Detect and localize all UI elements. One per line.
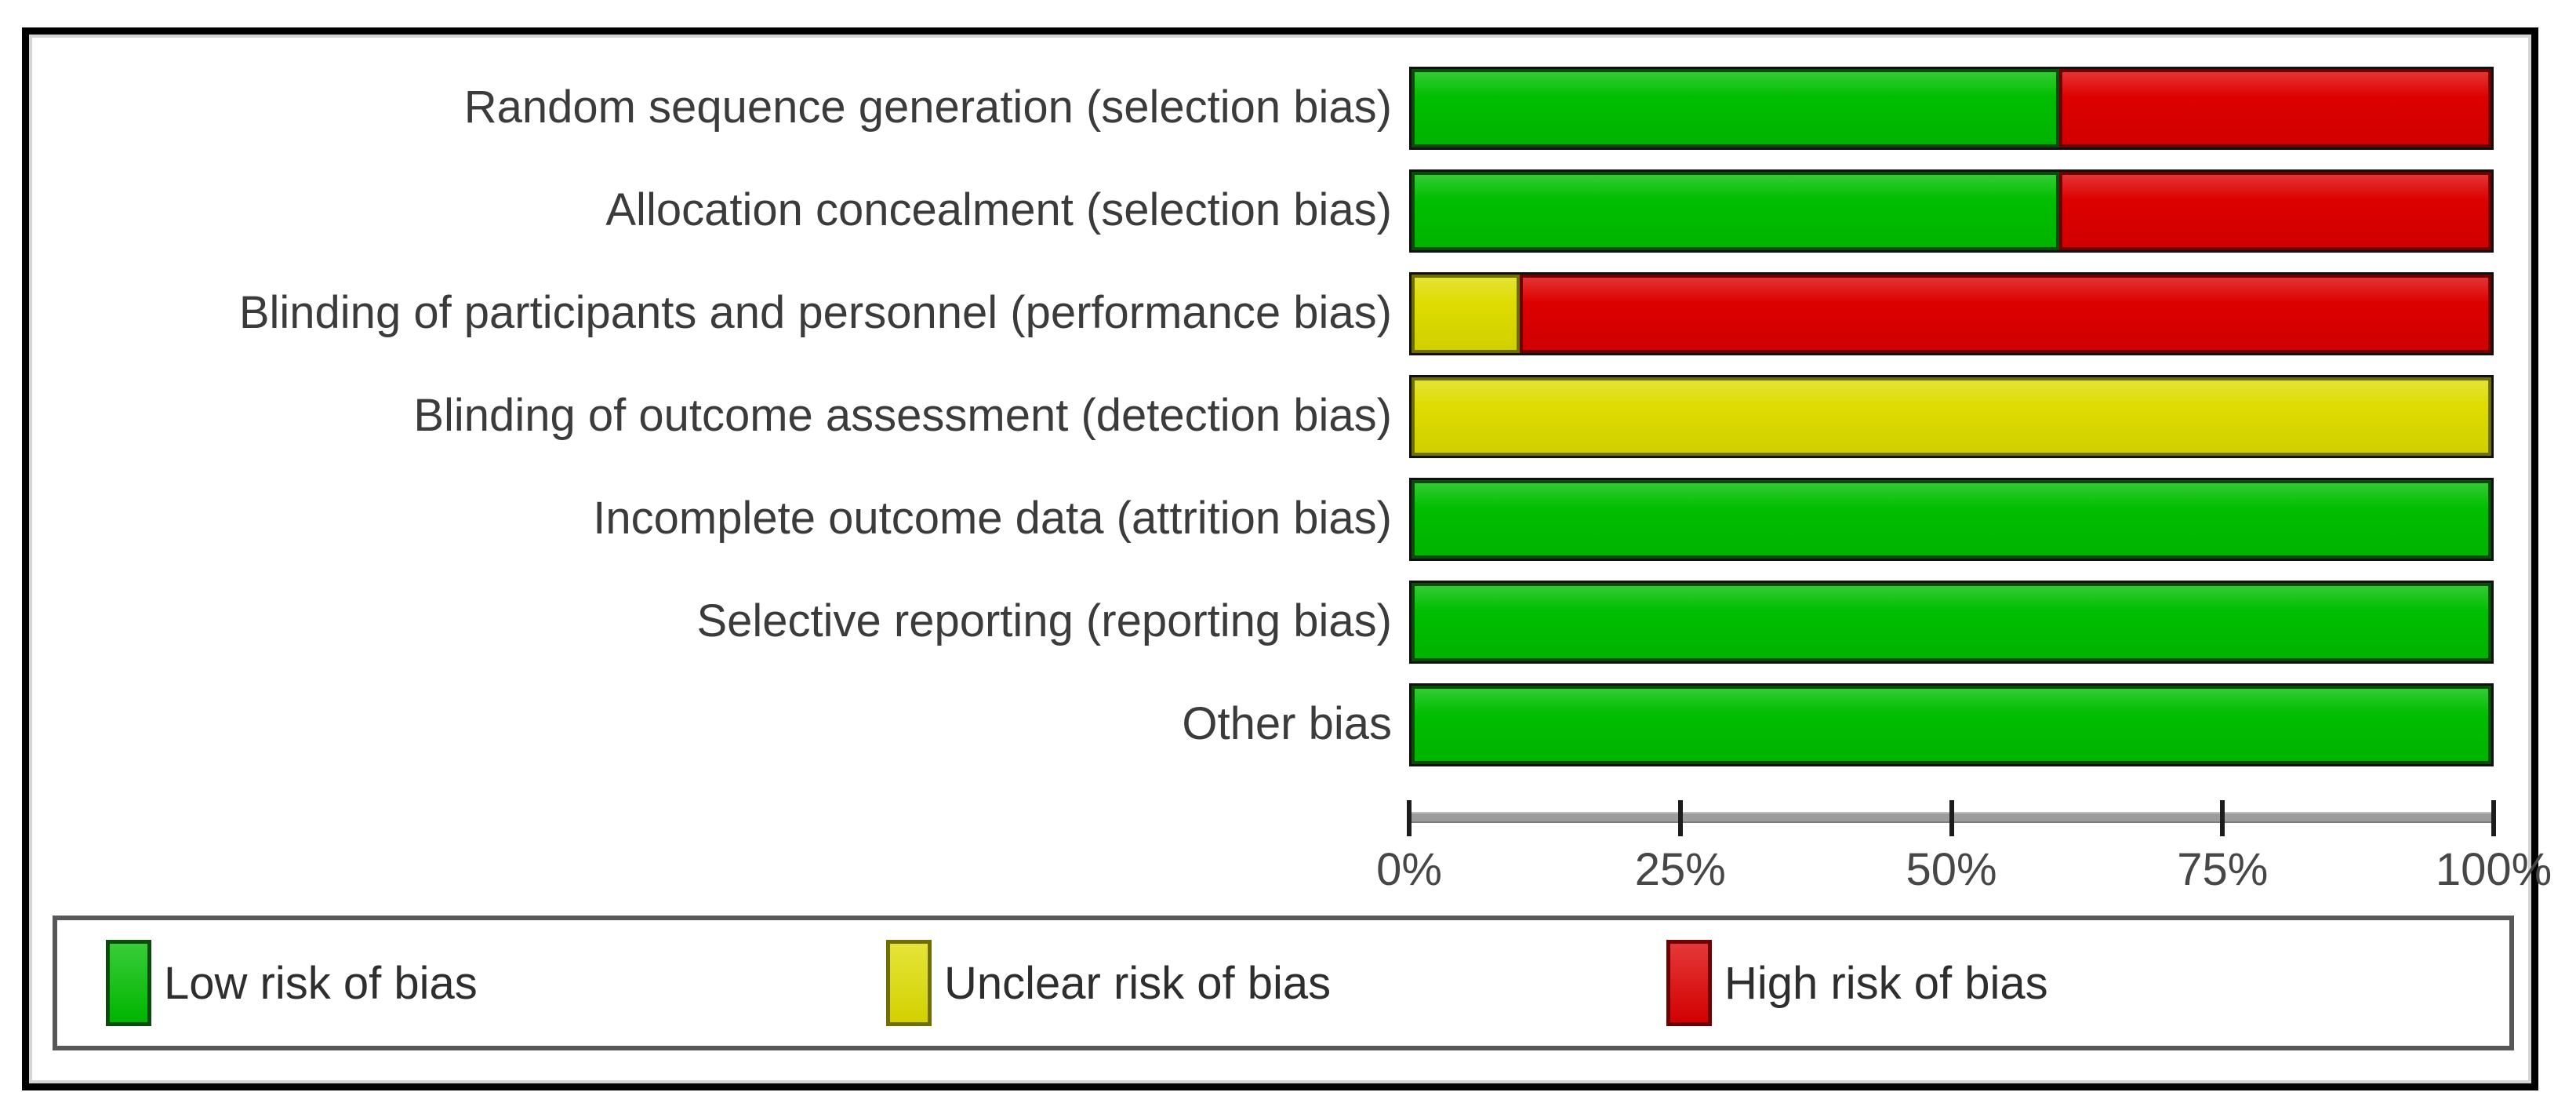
legend-label: Unclear risk of bias [944, 957, 1332, 1009]
axis-tick [1677, 800, 1683, 836]
axis-tick [1949, 800, 1954, 836]
legend-item-unclear: Unclear risk of bias [886, 940, 1331, 1026]
rob-bar-cell [1409, 683, 2531, 766]
rob-category-label: Blinding of outcome assessment (detectio… [413, 390, 1392, 442]
rob-bar-cell [1409, 580, 2531, 664]
rob-bar [1409, 683, 2494, 766]
bar-segment-low [1412, 479, 2491, 559]
bar-segment-high [2059, 171, 2491, 250]
rob-bar-cell [1409, 374, 2531, 458]
rob-bar-cell [1409, 169, 2531, 253]
rob-row: Selective reporting (reporting bias) [29, 570, 2531, 673]
rob-bar [1409, 374, 2494, 458]
legend-item-low: Low risk of bias [106, 940, 478, 1026]
rob-bar [1409, 66, 2494, 150]
rob-row: Other bias [29, 673, 2531, 776]
bar-segment-low [1412, 685, 2491, 764]
rob-category-label: Selective reporting (reporting bias) [696, 595, 1392, 647]
legend-label: Low risk of bias [164, 957, 478, 1009]
percent-axis: 0% 25% 50% 75% 100% [1376, 799, 2552, 925]
axis-tick-labels: 0% 25% 50% 75% 100% [1376, 843, 2552, 900]
bar-segment-low [1412, 68, 2060, 147]
axis-tick-label: 100% [2435, 844, 2552, 895]
legend-swatch-unclear [886, 940, 932, 1026]
rob-category-label: Other bias [1182, 698, 1392, 750]
legend-box: Low risk of bias Unclear risk of bias High… [53, 916, 2514, 1050]
figure-frame: Random sequence generation (selection bi… [22, 27, 2552, 1090]
bar-segment-unclear [1412, 274, 1520, 353]
rob-bar [1409, 477, 2494, 561]
bar-segment-high [2059, 68, 2491, 147]
rob-category-label: Random sequence generation (selection bi… [463, 82, 1392, 133]
bar-segment-high [1519, 274, 2491, 353]
axis-tick [2491, 800, 2496, 836]
rob-bar [1409, 271, 2494, 355]
bar-segment-low [1412, 582, 2491, 661]
axis-tick-label: 0% [1376, 844, 1442, 895]
bar-segment-low [1412, 171, 2060, 250]
axis-line [1407, 800, 2496, 836]
legend-label: High risk of bias [1724, 957, 2048, 1009]
rob-row: Allocation concealment (selection bias) [29, 159, 2531, 262]
rob-row: Blinding of outcome assessment (detectio… [29, 365, 2531, 468]
rob-bar-cell [1409, 477, 2531, 561]
legend-swatch-low [106, 940, 151, 1026]
bar-segment-unclear [1412, 377, 2491, 456]
rob-category-label: Incomplete outcome data (attrition bias) [593, 493, 1392, 544]
axis-tick [1407, 800, 1412, 836]
rob-category-label: Blinding of participants and personnel (… [238, 287, 1392, 339]
axis-tick-label: 75% [2177, 844, 2269, 895]
legend-item-high: High risk of bias [1666, 940, 2048, 1026]
rob-row: Blinding of participants and personnel (… [29, 262, 2531, 365]
axis-tick-label: 25% [1634, 844, 1726, 895]
axis-tick-label: 50% [1906, 844, 1997, 895]
rob-bar [1409, 580, 2494, 664]
axis-tick [2220, 800, 2225, 836]
rob-row: Incomplete outcome data (attrition bias) [29, 468, 2531, 570]
rob-bar-cell [1409, 271, 2531, 355]
rob-category-label: Allocation concealment (selection bias) [605, 184, 1392, 236]
rob-rows: Random sequence generation (selection bi… [29, 56, 2531, 776]
rob-bar-cell [1409, 66, 2531, 150]
rob-row: Random sequence generation (selection bi… [29, 56, 2531, 159]
legend-swatch-high [1666, 940, 1712, 1026]
rob-bar [1409, 169, 2494, 253]
